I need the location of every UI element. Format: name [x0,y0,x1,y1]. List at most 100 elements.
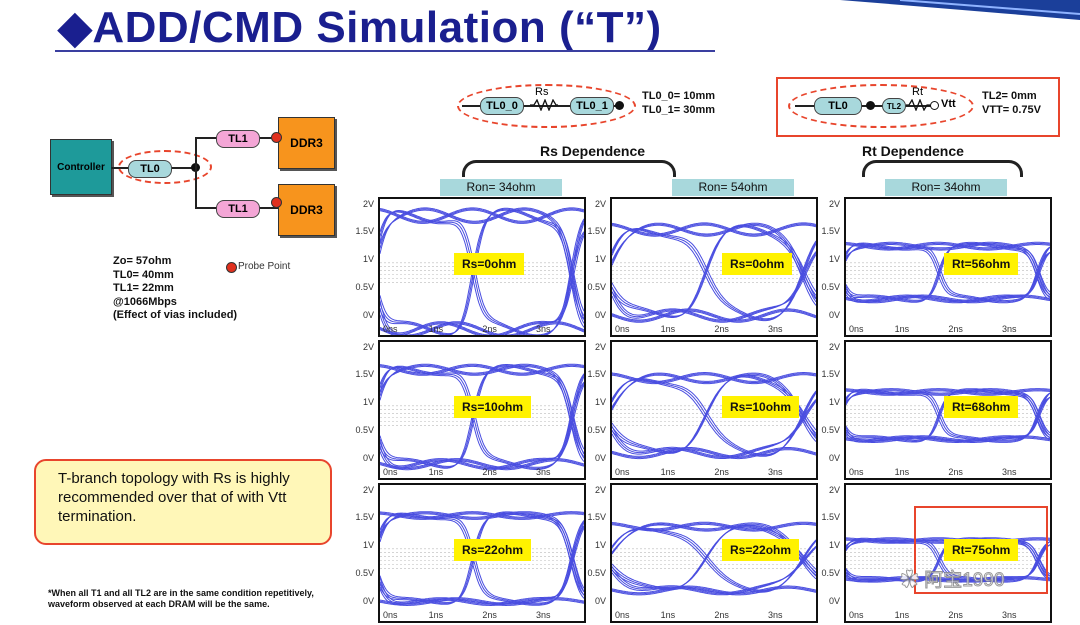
waveform-trace [612,524,816,580]
y-tick-label: 0.5V [821,424,840,435]
waveform-trace [380,364,584,467]
waveform-trace [846,388,1050,436]
x-tick-label: 0ns [383,467,398,477]
waveform-trace [612,310,816,323]
waveform-trace [612,378,816,455]
waveform-trace [846,389,1050,442]
waveform-trace [612,372,816,436]
waveform-trace [846,388,1050,394]
waveform-trace [612,225,816,318]
x-tick-label: 1ns [660,467,676,477]
y-tick-label: 0V [828,595,840,606]
y-tick-label: 0V [362,595,374,606]
waveform-trace [380,365,584,462]
x-tick-label: 1ns [428,467,444,477]
ron-label: Ron= 34ohm [440,179,562,196]
x-tick-label: 2ns [948,610,963,620]
tl1-bottom: TL1 [216,200,260,218]
x-tick-label: 3ns [536,324,551,334]
x-tick-label: 0ns [849,610,864,620]
waveform-trace [380,364,584,459]
y-tick-label: 0V [594,309,606,320]
x-tick-label: 2ns [948,467,963,477]
waveform-trace [612,373,816,439]
waveform-trace [612,524,816,589]
waveform-trace [380,363,584,374]
waveform-trace [612,523,816,577]
waveform-trace [380,366,584,469]
tl1-top: TL1 [216,130,260,148]
waveform-trace [380,232,584,335]
x-tick-label: 0ns [849,467,864,477]
x-tick-label: 2ns [714,324,729,334]
waveform-trace [612,375,816,454]
y-tick-label: 1V [828,254,840,265]
y-tick-label: 0.5V [587,567,606,578]
ron-label: Ron= 54ohm [672,179,794,196]
waveform-trace [846,396,1050,443]
condition-badge: Rs=10ohm [454,396,532,418]
waveform-trace [846,244,1050,301]
x-tick-label: 3ns [768,324,783,334]
waveform-trace [380,383,584,470]
y-tick-label: 1V [362,540,374,551]
title-underline [55,50,715,52]
x-tick-label: 2ns [482,467,497,477]
waveform-trace [380,511,584,592]
x-tick-label: 0ns [383,610,398,620]
waveform-trace [380,526,584,605]
recommendation-note: T-branch topology with Rs is highly reco… [34,459,332,545]
waveform-trace [380,231,584,335]
x-tick-label: 1ns [894,610,910,620]
y-tick-label: 1.5V [821,369,840,380]
y-tick-label: 1V [362,254,374,265]
y-tick-label: 1.5V [355,226,374,237]
waveform-trace [612,449,816,460]
y-tick-label: 0.5V [821,567,840,578]
waveform-trace [846,396,1050,441]
x-tick-label: 2ns [482,324,497,334]
x-tick-label: 0ns [615,324,630,334]
x-tick-label: 1ns [660,610,676,620]
rt-brace [862,160,1023,177]
y-tick-label: 0.5V [587,424,606,435]
waveform-trace [846,251,1050,303]
x-tick-label: 2ns [714,467,729,477]
y-tick-label: 2V [594,198,606,209]
waveform-trace [612,521,816,530]
ddr3-top: DDR3 [278,117,335,169]
waveform-trace [612,522,816,531]
waveform-trace [612,372,816,382]
waveform-trace [380,512,584,604]
waveform-trace [380,527,584,604]
waveform-trace [846,243,1050,303]
waveform-trace [380,381,584,471]
y-tick-label: 0V [594,452,606,463]
waveform-trace [380,207,584,335]
y-tick-label: 2V [828,198,840,209]
y-tick-label: 1.5V [821,512,840,523]
x-tick-label: 3ns [536,610,551,620]
waveform-trace [612,586,816,595]
waveform-trace [380,208,584,223]
y-tick-label: 1.5V [821,226,840,237]
y-tick-label: 1V [594,254,606,265]
watermark: ✿ 阿宝1990 [900,570,1006,592]
waveform-trace [380,208,584,324]
waveform-trace [612,523,816,532]
rt-circuit-frame [776,77,1060,137]
condition-badge: Rt=56ohm [944,253,1019,275]
condition-badge: Rs=0ohm [722,253,793,275]
condition-badge: Rs=22ohm [722,539,800,561]
y-tick-label: 0V [828,452,840,463]
x-tick-label: 1ns [894,324,910,334]
condition-badge: Rt=68ohm [944,396,1019,418]
waveform-trace [612,401,816,457]
waveform-trace [380,364,584,375]
x-tick-label: 0ns [383,324,398,334]
x-tick-label: 2ns [948,324,963,334]
y-tick-label: 0.5V [355,567,374,578]
y-tick-label: 1.5V [355,369,374,380]
waveform-trace [612,223,816,303]
y-tick-label: 1V [594,397,606,408]
